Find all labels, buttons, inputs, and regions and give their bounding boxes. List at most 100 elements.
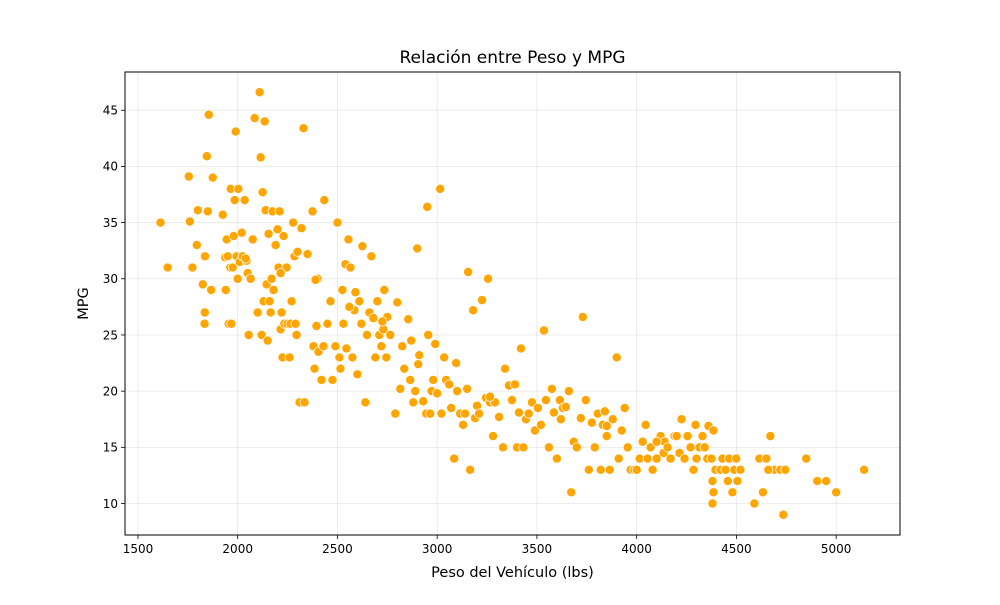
data-point [201,151,212,162]
data-point [203,109,214,120]
data-point [732,476,743,487]
data-point [697,431,708,442]
data-point [199,307,210,318]
data-point [757,487,768,498]
x-axis-label: Peso del Vehículo (lbs) [431,565,594,581]
data-point [727,487,738,498]
y-tick-label: 35 [103,216,118,230]
data-point [222,251,233,262]
data-point [405,374,416,385]
data-point [583,464,594,475]
data-point [368,313,379,324]
data-point [232,273,243,284]
data-point [720,464,731,475]
y-tick-label: 20 [103,384,118,398]
data-point [540,395,551,406]
data-point [245,273,256,284]
data-point [220,285,231,295]
data-point [352,369,363,380]
data-point [390,408,401,419]
data-point [468,305,479,316]
data-point [255,152,266,163]
data-point [200,251,210,262]
data-point [252,307,263,318]
data-point [310,274,321,285]
data-point [265,307,276,318]
data-point [651,453,662,464]
data-point [327,374,338,385]
data-point [155,217,166,228]
data-point [706,453,717,464]
data-point [299,397,310,408]
data-point [510,379,520,390]
data-point [276,307,287,318]
data-point [607,414,618,425]
data-point [812,476,823,487]
data-point [507,395,517,406]
data-point [535,419,546,430]
data-point [184,216,195,227]
data-point [498,442,508,453]
data-point [671,431,682,442]
data-point [577,312,588,322]
data-point [749,498,760,509]
data-point [379,285,390,295]
data-point [334,352,345,363]
data-point [414,350,425,361]
data-point [631,464,642,475]
data-point [399,363,410,374]
data-point [801,453,812,464]
data-point [284,352,295,363]
data-point [601,421,612,431]
data-point [233,183,244,194]
data-point [202,206,213,217]
data-point [546,383,557,394]
data-point [381,352,392,363]
data-point [410,386,421,397]
data-point [514,407,524,418]
data-point [428,374,439,385]
data-point [302,249,313,260]
x-tick-label: 2500 [322,542,353,556]
data-point [446,403,457,413]
data-point [249,113,260,124]
data-point [243,329,254,340]
data-point [735,464,746,475]
data-point [206,285,217,295]
data-point [356,318,367,329]
data-point [337,285,348,295]
data-point [622,442,633,453]
y-tick-label: 30 [103,272,118,286]
data-point [376,341,387,352]
data-point [548,407,559,418]
data-point [262,335,273,346]
data-point [268,285,279,295]
data-point [239,195,250,206]
data-point [275,268,286,279]
data-point [319,195,330,206]
data-point [707,498,718,509]
data-point [685,442,696,453]
data-point [439,352,450,363]
data-point [551,453,562,464]
data-point [298,123,309,134]
data-point [436,408,447,419]
data-point [274,206,285,217]
data-point [616,425,627,436]
data-point [532,403,543,413]
data-point [688,464,699,475]
data-point [430,338,441,349]
data-point [343,234,354,245]
y-axis-label: MPG [76,287,92,320]
data-point [230,126,241,137]
data-point [316,374,327,385]
data-point [690,419,701,430]
data-point [192,205,203,216]
data-point [197,279,208,290]
data-point [676,414,687,425]
data-points [155,87,870,520]
data-point [477,295,488,306]
data-point [518,442,529,453]
data-point [406,335,417,346]
